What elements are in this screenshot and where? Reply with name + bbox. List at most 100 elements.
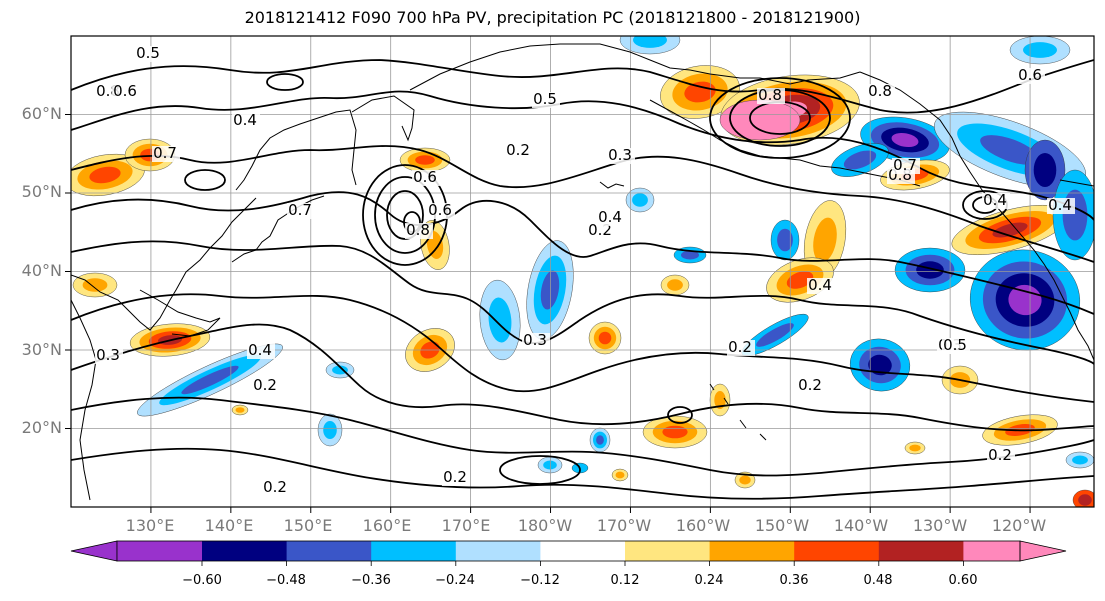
lat-label: 60°N: [21, 104, 62, 123]
contour-label: 0.7: [153, 144, 177, 162]
lon-label: 150°E: [283, 516, 333, 535]
precip-shade: [323, 421, 337, 439]
contour-label-bg: [987, 448, 1015, 464]
contour-label: 0.8: [868, 82, 892, 100]
colorbar-segment: [625, 541, 711, 561]
contour-label: 0.4: [1048, 196, 1072, 214]
precip-shade: [633, 36, 667, 48]
contour-label-bg: [442, 470, 470, 486]
contour-label: 0.6: [428, 201, 452, 219]
contour-label: 0.8: [406, 221, 430, 239]
contour-label: 0.2: [506, 141, 530, 159]
lat-label: 40°N: [21, 261, 62, 280]
colorbar-segment: [202, 541, 288, 561]
contour-label: 0.2: [988, 446, 1012, 464]
contour-label-bg: [427, 203, 455, 219]
precip-shade: [756, 323, 794, 347]
contour-label-bg: [942, 338, 970, 354]
precip-shade: [543, 460, 557, 470]
contour-label: 0.2: [443, 468, 467, 486]
precip-shade: [891, 132, 919, 148]
contour-label: 0.2: [253, 376, 277, 394]
precip-shade: [181, 365, 239, 395]
colorbar-segment: [794, 541, 880, 561]
contour-label-bg: [95, 348, 123, 364]
colorbar-segment: [117, 541, 202, 561]
colorbar-segment: [371, 541, 457, 561]
contour-label-bg: [892, 158, 920, 174]
precip-shade: [868, 354, 892, 376]
contour-label-bg: [532, 92, 560, 108]
contour-label-bg: [807, 278, 835, 294]
precip-shade: [415, 155, 435, 165]
precip-shade: [739, 475, 751, 485]
colorbar-tick-label: 0.24: [694, 573, 724, 588]
contour-label-bg: [152, 146, 180, 162]
precip-shade: [1008, 284, 1042, 316]
lon-label: 150°W: [754, 516, 810, 535]
contour-label-bg: [757, 88, 785, 104]
contour-label-bg: [597, 210, 625, 226]
contour-label: 0.6: [1018, 66, 1042, 84]
colorbar-tick-label: −0.60: [182, 573, 222, 588]
contour-label-bg: [112, 84, 140, 100]
precip-shade: [777, 228, 793, 252]
contour-label-bg: [1017, 68, 1045, 84]
colorbar-outline: [116, 540, 1021, 562]
precip-shade: [813, 217, 837, 263]
contour-label-bg: [982, 193, 1010, 209]
colorbar-extend-min: [70, 540, 118, 562]
contour-label-bg: [797, 378, 825, 394]
lon-label: 170°E: [441, 516, 491, 535]
precip-shade: [332, 365, 348, 375]
precip-shade: [598, 331, 612, 345]
precip-shade: [632, 193, 648, 207]
contour-label: 0.7: [288, 201, 312, 219]
colorbar-tick-label: 0.36: [779, 573, 809, 588]
colorbar-tick-label: −0.48: [266, 573, 306, 588]
colorbar-segment: [540, 541, 626, 561]
contour-label-bg: [262, 480, 290, 496]
contour-label-bg: [522, 333, 550, 349]
colorbar-tick-label: −0.36: [351, 573, 391, 588]
contour-label-bg: [247, 343, 275, 359]
contour-label-bg: [232, 113, 260, 129]
contour-label: 0.4: [983, 191, 1007, 209]
precip-shade: [843, 150, 877, 170]
colorbar-tick-label: −0.24: [435, 573, 475, 588]
precip-shade: [681, 250, 699, 260]
contour-label: 0.2: [728, 338, 752, 356]
contour-label: 0.7: [893, 156, 917, 174]
contour-label: 0.4: [233, 111, 257, 129]
colorbar-segment: [455, 541, 541, 561]
precip-shade: [540, 270, 560, 310]
contour-label: 0.3: [96, 346, 120, 364]
lon-label: 140°W: [833, 516, 889, 535]
precip-shade: [916, 261, 944, 279]
contour-label: 0.5: [533, 90, 557, 108]
precip-shade: [714, 391, 726, 409]
precip-shade: [89, 166, 121, 184]
contour-label: 0.4: [598, 208, 622, 226]
contour-label-bg: [287, 203, 315, 219]
contour-label-bg: [135, 46, 163, 62]
lat-label: 50°N: [21, 182, 62, 201]
contour-label-bg: [867, 84, 895, 100]
contour-label: 0.4: [808, 276, 832, 294]
lon-label: 140°E: [204, 516, 254, 535]
contour-label-bg: [505, 143, 533, 159]
colorbar-extend-max: [1019, 540, 1067, 562]
precip-shade: [235, 407, 245, 413]
contour-label: 0.6: [113, 82, 137, 100]
contour-label: 0.3: [608, 146, 632, 164]
colorbar-tick-label: −0.12: [520, 573, 560, 588]
contour-label: 0.6: [413, 168, 437, 186]
contour-label: 0.5: [943, 336, 967, 354]
precip-shade: [488, 297, 512, 343]
contour-labels: 0.5 0.8 0.6 0.4 0.7 0.6 0.5 0.2 0.3 0.7 0.6 0.8 0.4 0…: [95, 44, 1075, 496]
contour-label-bg: [252, 378, 280, 394]
contour-label: 0.8: [758, 86, 782, 104]
contour-label-bg: [412, 170, 440, 186]
axis-ticks: [65, 114, 1031, 513]
